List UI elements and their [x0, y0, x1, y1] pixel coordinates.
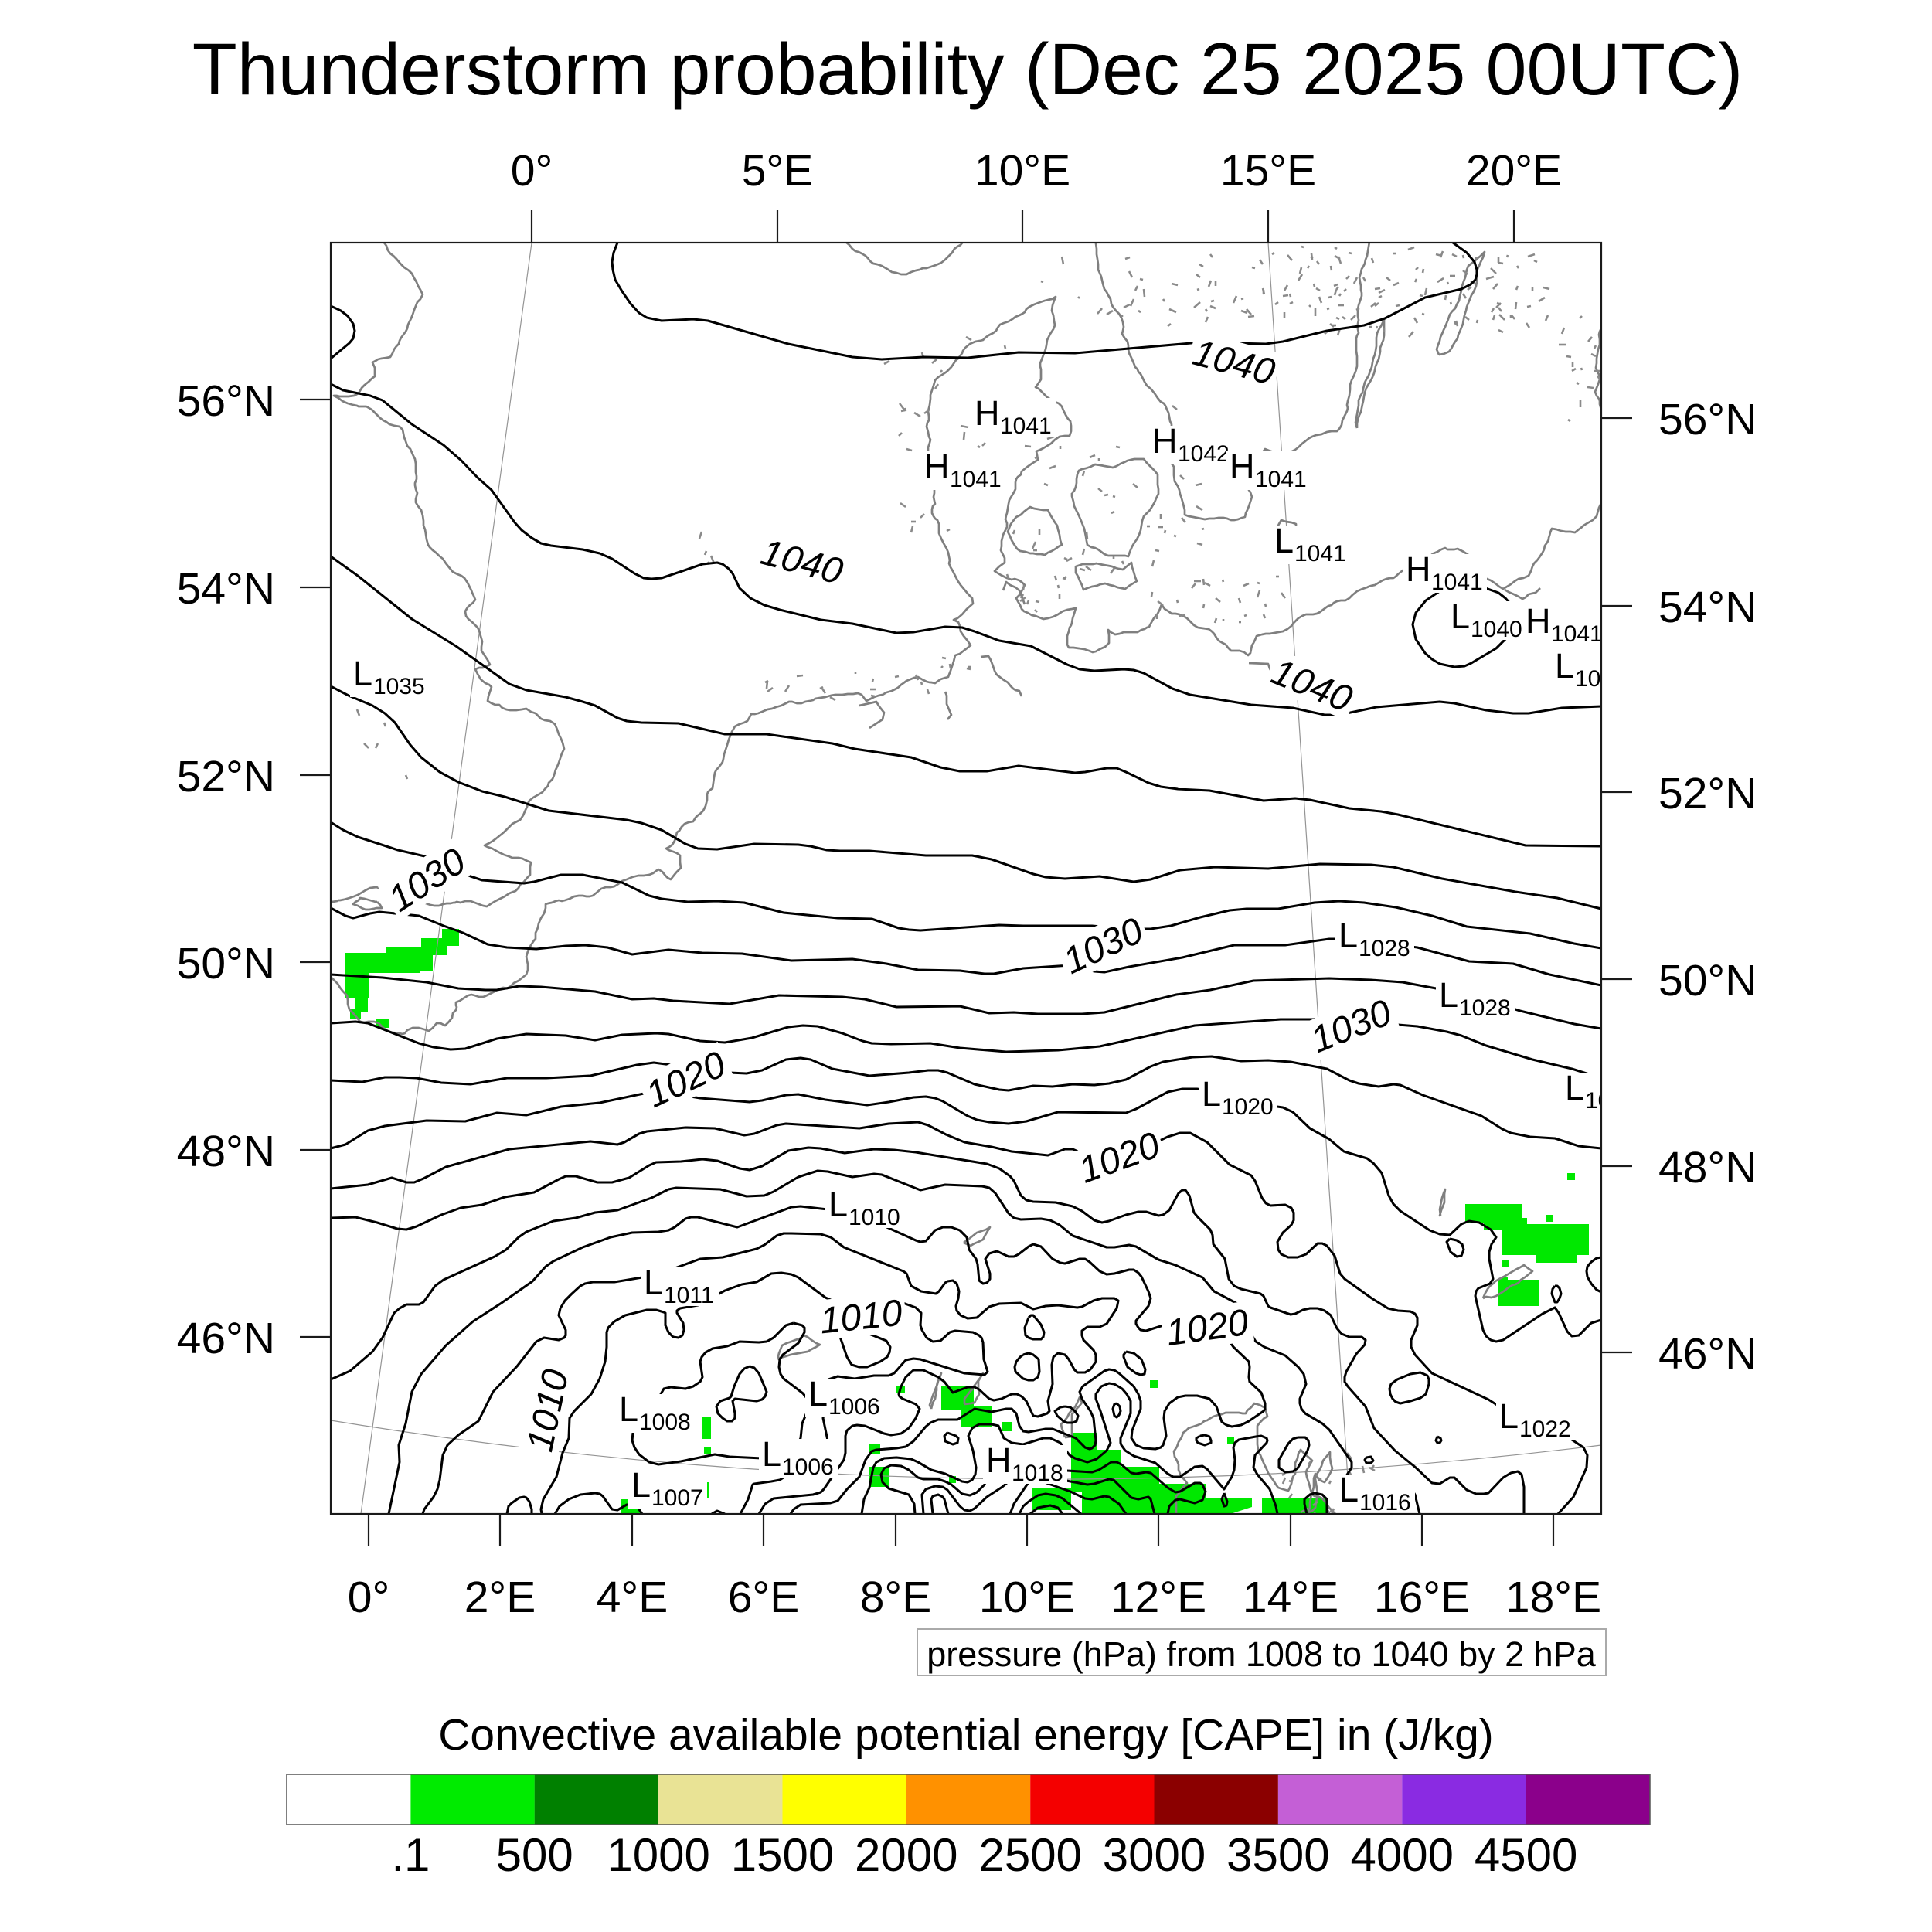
svg-text:L: L [1274, 521, 1294, 560]
svg-text:L: L [1439, 975, 1458, 1015]
svg-text:1041: 1041 [1551, 621, 1603, 647]
svg-text:1000: 1000 [607, 1829, 709, 1881]
svg-text:Thunderstorm probability (Dec: Thunderstorm probability (Dec 25 2025 00… [192, 29, 1743, 111]
svg-text:1010: 1010 [849, 1205, 900, 1230]
svg-text:50°N: 50°N [1658, 956, 1757, 1005]
svg-text:2°E: 2°E [464, 1573, 536, 1622]
svg-text:0°: 0° [511, 146, 553, 196]
svg-text:1042: 1042 [1178, 441, 1230, 467]
svg-text:L: L [1555, 646, 1574, 685]
svg-text:10°E: 10°E [979, 1573, 1075, 1622]
svg-text:1041: 1041 [1294, 541, 1346, 566]
svg-text:.1: .1 [391, 1829, 430, 1881]
svg-text:L: L [808, 1374, 828, 1413]
svg-text:1041: 1041 [1255, 467, 1307, 492]
svg-text:1016: 1016 [1359, 1490, 1411, 1515]
svg-text:1007: 1007 [651, 1485, 703, 1511]
svg-text:L: L [1565, 1068, 1584, 1107]
svg-text:2500: 2500 [978, 1829, 1081, 1881]
svg-text:H: H [924, 447, 950, 486]
svg-text:14°E: 14°E [1243, 1573, 1338, 1622]
svg-text:48°N: 48°N [1658, 1143, 1757, 1192]
svg-text:12°E: 12°E [1111, 1573, 1206, 1622]
svg-text:5°E: 5°E [742, 146, 814, 196]
svg-text:50°N: 50°N [177, 939, 275, 988]
svg-text:Convective available potential: Convective available potential energy [C… [438, 1710, 1494, 1760]
svg-text:1022: 1022 [1519, 1417, 1571, 1442]
svg-text:56°N: 56°N [1658, 395, 1757, 444]
svg-text:1008: 1008 [639, 1410, 691, 1435]
svg-text:0°: 0° [348, 1573, 390, 1622]
svg-text:L: L [1339, 1470, 1359, 1509]
svg-text:2000: 2000 [855, 1829, 957, 1881]
svg-text:1010: 1010 [818, 1293, 904, 1342]
svg-text:10°E: 10°E [975, 146, 1070, 196]
svg-text:1041: 1041 [1000, 413, 1052, 439]
svg-text:4500: 4500 [1475, 1829, 1577, 1881]
svg-text:1028: 1028 [1359, 936, 1410, 961]
svg-text:L: L [1499, 1396, 1519, 1436]
svg-text:4000: 4000 [1351, 1829, 1454, 1881]
svg-text:H: H [986, 1440, 1012, 1480]
svg-text:15°E: 15°E [1220, 146, 1316, 196]
svg-text:10: 10 [1575, 666, 1600, 692]
svg-text:H: H [1526, 601, 1551, 641]
svg-text:500: 500 [496, 1829, 573, 1881]
svg-text:1028: 1028 [1459, 995, 1511, 1021]
svg-text:L: L [828, 1185, 848, 1224]
svg-text:16°E: 16°E [1374, 1573, 1470, 1622]
svg-text:10: 10 [1585, 1088, 1611, 1114]
svg-text:1011: 1011 [664, 1283, 714, 1308]
svg-text:3500: 3500 [1226, 1829, 1329, 1881]
svg-text:1041: 1041 [950, 467, 1002, 492]
svg-text:52°N: 52°N [177, 752, 275, 801]
svg-text:54°N: 54°N [177, 564, 275, 614]
svg-text:52°N: 52°N [1658, 769, 1757, 818]
svg-text:3000: 3000 [1103, 1829, 1206, 1881]
svg-text:L: L [1202, 1074, 1221, 1114]
svg-text:1018: 1018 [1012, 1461, 1063, 1486]
svg-text:H: H [1406, 549, 1431, 589]
svg-text:1040: 1040 [1471, 617, 1522, 642]
svg-text:L: L [631, 1465, 651, 1505]
svg-text:L: L [353, 654, 372, 693]
svg-text:46°N: 46°N [177, 1314, 275, 1363]
svg-text:H: H [1230, 447, 1255, 486]
svg-text:L: L [1338, 916, 1358, 955]
svg-text:46°N: 46°N [1658, 1329, 1757, 1379]
svg-text:H: H [1152, 421, 1178, 461]
svg-text:8°E: 8°E [860, 1573, 932, 1622]
svg-text:48°N: 48°N [177, 1127, 275, 1176]
svg-text:pressure (hPa) from 1008 to 10: pressure (hPa) from 1008 to 1040 by 2 hP… [927, 1634, 1596, 1674]
svg-text:1020: 1020 [1222, 1094, 1274, 1120]
svg-text:1500: 1500 [731, 1829, 834, 1881]
svg-text:1006: 1006 [828, 1394, 880, 1420]
svg-text:L: L [619, 1389, 638, 1429]
svg-text:56°N: 56°N [177, 376, 275, 426]
svg-text:20°E: 20°E [1466, 146, 1562, 196]
svg-text:1035: 1035 [373, 674, 425, 699]
svg-text:54°N: 54°N [1658, 583, 1757, 632]
svg-text:L: L [644, 1263, 663, 1302]
svg-text:H: H [975, 393, 1000, 433]
svg-text:1041: 1041 [1431, 570, 1483, 595]
svg-text:1006: 1006 [782, 1454, 834, 1480]
svg-text:6°E: 6°E [728, 1573, 800, 1622]
svg-text:4°E: 4°E [597, 1573, 668, 1622]
svg-text:18°E: 18°E [1505, 1573, 1601, 1622]
svg-text:L: L [762, 1434, 781, 1474]
svg-text:L: L [1451, 597, 1470, 636]
